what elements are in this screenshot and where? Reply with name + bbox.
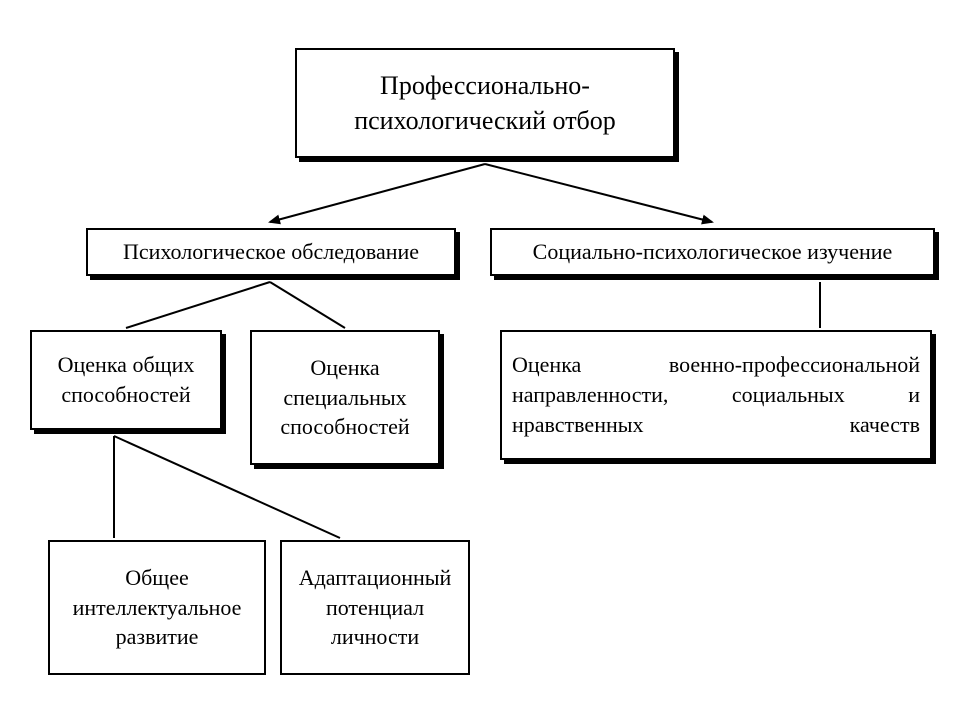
node-label: Социально-психологическое изучение [533, 237, 893, 267]
node-l2a: Оценка общих способностей [30, 330, 222, 430]
node-label: Адаптационный потенциал личности [292, 563, 458, 652]
node-label: Психологическое обследование [123, 237, 419, 267]
node-label: Профессионально- психологический отбор [307, 68, 663, 138]
node-l2b: Оценка специальных способностей [250, 330, 440, 465]
node-right1: Социально-психологическое изучение [490, 228, 935, 276]
node-l3b: Адаптационный потенциал личности [280, 540, 470, 675]
node-root: Профессионально- психологический отбор [295, 48, 675, 158]
node-l3a: Общее интеллектуальное развитие [48, 540, 266, 675]
node-label: Оценка специальных способностей [262, 353, 428, 442]
node-label: Общее интеллектуальное развитие [60, 563, 254, 652]
node-label: Оценка военно-профессиональной направлен… [512, 350, 920, 439]
node-left1: Психологическое обследование [86, 228, 456, 276]
node-label: Оценка общих способностей [42, 350, 210, 409]
node-r2: Оценка военно-профессиональной направлен… [500, 330, 932, 460]
